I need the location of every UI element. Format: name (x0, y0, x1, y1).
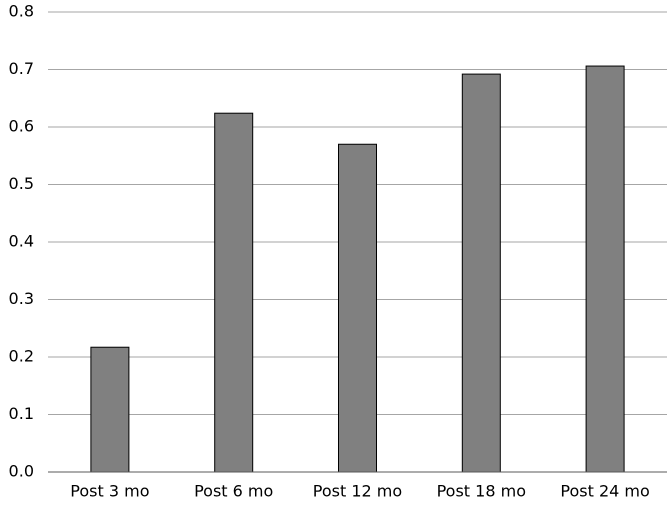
x-tick-label: Post 18 mo (437, 482, 526, 501)
y-tick-label: 0.6 (9, 117, 34, 136)
y-tick-label: 0.8 (9, 2, 34, 21)
bar (585, 65, 625, 473)
x-tick-label: Post 3 mo (70, 482, 149, 501)
bar (90, 346, 130, 473)
bar (338, 143, 377, 473)
y-tick-label: 0.1 (9, 404, 34, 423)
y-tick-label: 0.7 (9, 59, 34, 78)
y-tick-label: 0.2 (9, 347, 34, 366)
x-tick-label: Post 6 mo (194, 482, 273, 501)
x-tick-label: Post 12 mo (313, 482, 402, 501)
bar (461, 73, 501, 473)
bar (214, 112, 254, 473)
y-tick-label: 0.4 (9, 232, 34, 251)
y-tick-label: 0.3 (9, 289, 34, 308)
x-tick-label: Post 24 mo (560, 482, 649, 501)
y-tick-label: 0.0 (9, 462, 34, 481)
y-tick-label: 0.5 (9, 174, 34, 193)
